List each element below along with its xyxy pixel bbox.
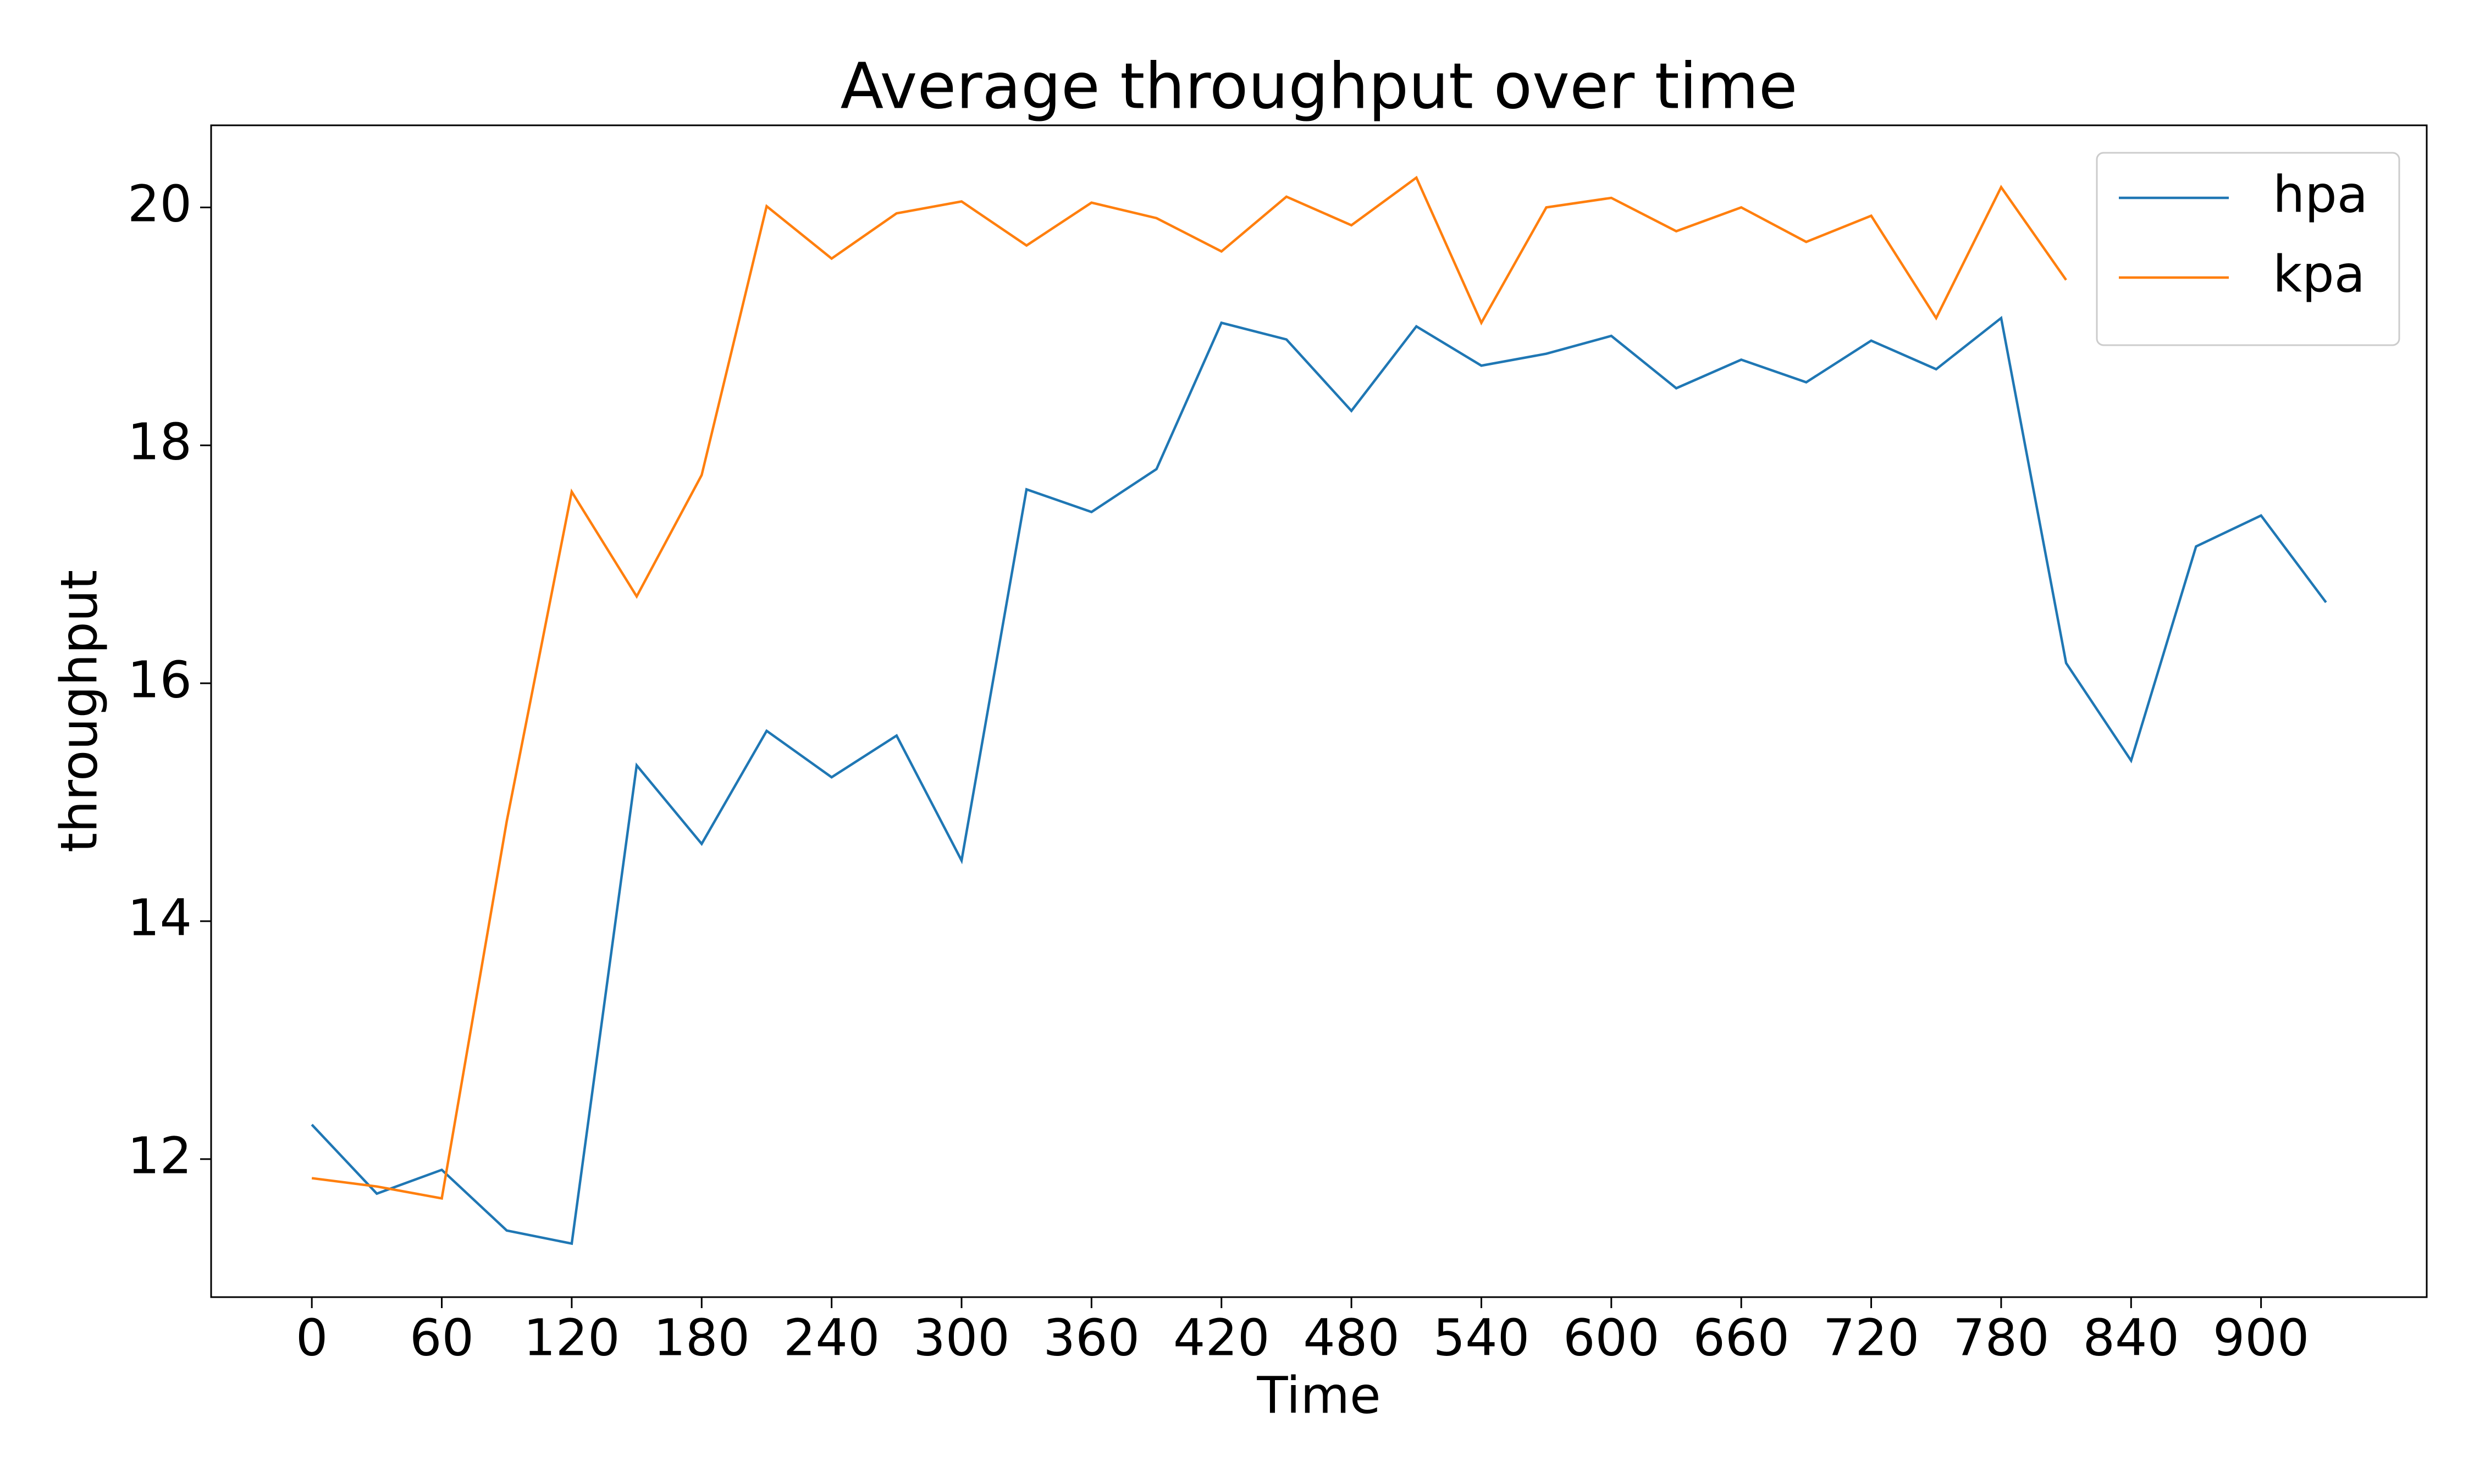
y-tick-label: 12 [128,1126,192,1185]
x-tick-label: 900 [2213,1308,2310,1367]
x-tick-label: 780 [1953,1308,2050,1367]
x-tick-label: 480 [1303,1308,1400,1367]
series-line [311,175,2067,1200]
legend-label: hpa [2273,165,2368,224]
series-line [311,315,2327,1245]
y-axis-label: throughput [49,570,108,852]
x-tick-label: 180 [653,1308,750,1367]
x-tick-label: 720 [1823,1308,1920,1367]
x-tick-label: 120 [523,1308,620,1367]
x-tick-label: 360 [1043,1308,1140,1367]
y-tick-label: 14 [128,888,192,947]
x-tick-label: 240 [783,1308,880,1367]
x-tick-label: 600 [1563,1308,1660,1367]
legend-label: kpa [2273,245,2365,303]
x-tick-label: 420 [1173,1308,1270,1367]
x-tick-label: 60 [410,1308,474,1367]
x-axis-label: Time [1256,1366,1380,1425]
legend-box [2096,152,2400,346]
x-tick-label: 0 [296,1308,328,1367]
plot-frame [210,124,2428,1298]
x-tick-label: 840 [2083,1308,2179,1367]
y-tick-label: 18 [128,413,192,472]
x-tick-label: 540 [1433,1308,1530,1367]
y-tick-label: 20 [128,175,192,234]
x-tick-label: 660 [1693,1308,1790,1367]
x-tick-label: 300 [913,1308,1010,1367]
y-tick-label: 16 [128,651,192,710]
chart-title: Average throughput over time [840,50,1797,124]
